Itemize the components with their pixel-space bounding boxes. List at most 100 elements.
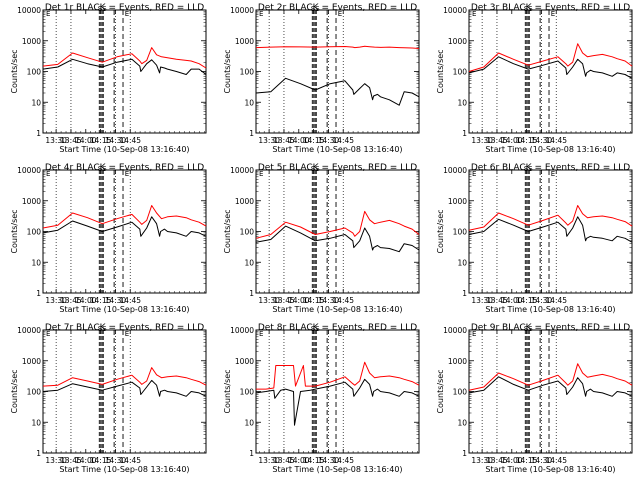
event-marker-e-left: E bbox=[259, 170, 263, 178]
x-tick-label: 14:00 bbox=[75, 136, 97, 145]
x-tick-label: 13:30 bbox=[45, 136, 67, 145]
x-axis-label: Start Time (10-Sep-08 13:16:40) bbox=[272, 145, 402, 154]
attenuator-marker: SS bbox=[524, 325, 533, 333]
y-axis-label: Counts/sec bbox=[436, 369, 445, 413]
y-tick-label: 1 bbox=[249, 449, 254, 458]
chart-title: Det 1r BLACK = Events, RED = LLD bbox=[45, 3, 204, 13]
chart-title: Det 2r BLACK = Events, RED = LLD bbox=[258, 3, 417, 13]
plot-frame bbox=[42, 9, 207, 134]
chart-title: Det 9r BLACK = Events, RED = LLD bbox=[471, 323, 630, 333]
x-tick-label: 13:45 bbox=[273, 456, 295, 465]
x-tick-label: 14:00 bbox=[501, 136, 523, 145]
y-tick-label: 1 bbox=[249, 289, 254, 298]
plot-frame bbox=[42, 169, 207, 294]
x-tick-label: 14:30 bbox=[318, 296, 340, 305]
y-axis-label: Counts/sec bbox=[436, 209, 445, 253]
lld-series-line bbox=[255, 45, 420, 49]
x-tick-label: 13:45 bbox=[486, 296, 508, 305]
x-tick-label: 14:15 bbox=[303, 136, 325, 145]
events-series-line bbox=[42, 379, 207, 397]
x-tick-label: 14:45 bbox=[332, 456, 354, 465]
chart-title: Det 5r BLACK = Events, RED = LLD bbox=[258, 163, 417, 173]
x-axis-label: Start Time (10-Sep-08 13:16:40) bbox=[485, 145, 615, 154]
x-tick-label: 14:15 bbox=[516, 296, 538, 305]
x-tick-label: 14:30 bbox=[531, 136, 553, 145]
x-tick-label: 14:00 bbox=[75, 456, 97, 465]
y-tick-label: 1000 bbox=[22, 37, 41, 46]
lld-series-line bbox=[42, 205, 207, 229]
y-tick-label: 1000 bbox=[22, 197, 41, 206]
x-tick-label: 13:45 bbox=[60, 296, 82, 305]
lld-series-line bbox=[255, 210, 420, 239]
x-tick-label: 14:00 bbox=[288, 136, 310, 145]
y-tick-label: 10000 bbox=[230, 166, 254, 175]
x-tick-label: 14:00 bbox=[288, 456, 310, 465]
lld-series-line bbox=[42, 47, 207, 69]
y-tick-label: 100 bbox=[240, 228, 255, 237]
x-tick-label: 14:30 bbox=[105, 296, 127, 305]
y-tick-label: 1000 bbox=[448, 197, 467, 206]
y-tick-label: 10000 bbox=[17, 326, 41, 335]
x-tick-label: 13:30 bbox=[471, 456, 493, 465]
chart-title: Det 6r BLACK = Events, RED = LLD bbox=[471, 163, 630, 173]
event-marker-e-left: E bbox=[46, 170, 50, 178]
x-tick-label: 14:00 bbox=[288, 296, 310, 305]
events-series-line bbox=[255, 378, 420, 426]
y-tick-label: 10000 bbox=[443, 326, 467, 335]
y-tick-label: 10000 bbox=[443, 6, 467, 15]
x-tick-label: 14:00 bbox=[501, 456, 523, 465]
x-tick-label: 14:45 bbox=[119, 456, 141, 465]
x-axis-label: Start Time (10-Sep-08 13:16:40) bbox=[272, 465, 402, 474]
x-tick-label: 14:15 bbox=[303, 456, 325, 465]
x-tick-label: 13:45 bbox=[60, 136, 82, 145]
plot-frame bbox=[468, 329, 633, 454]
chart-panel-2: Det 2r BLACK = Events, RED = LLD 1 10 100 10… bbox=[223, 3, 420, 154]
y-axis-label: Counts/sec bbox=[223, 209, 232, 253]
y-tick-label: 100 bbox=[453, 228, 468, 237]
x-tick-label: 14:15 bbox=[516, 136, 538, 145]
chart-title: Det 8r BLACK = Events, RED = LLD bbox=[258, 323, 417, 333]
x-tick-label: 14:30 bbox=[105, 456, 127, 465]
y-tick-label: 100 bbox=[240, 388, 255, 397]
event-marker-e-mid: E bbox=[125, 170, 129, 178]
y-tick-label: 1 bbox=[36, 449, 41, 458]
plot-frame bbox=[255, 169, 420, 294]
attenuator-marker: SS bbox=[524, 5, 533, 13]
events-series-line bbox=[468, 216, 633, 243]
attenuator-marker: SS bbox=[98, 325, 107, 333]
y-tick-label: 10 bbox=[457, 258, 467, 267]
plot-frame bbox=[468, 169, 633, 294]
event-marker-e-mid: E bbox=[551, 10, 555, 18]
x-tick-label: 14:45 bbox=[545, 456, 567, 465]
x-tick-label: 13:45 bbox=[486, 136, 508, 145]
x-tick-label: 14:15 bbox=[90, 136, 112, 145]
y-tick-label: 1 bbox=[36, 289, 41, 298]
plot-frame bbox=[42, 329, 207, 454]
x-tick-label: 13:45 bbox=[60, 456, 82, 465]
y-axis-label: Counts/sec bbox=[436, 49, 445, 93]
x-axis-label: Start Time (10-Sep-08 13:16:40) bbox=[485, 305, 615, 314]
y-tick-label: 1 bbox=[462, 449, 467, 458]
x-tick-label: 14:00 bbox=[501, 296, 523, 305]
events-series-line bbox=[468, 56, 633, 79]
x-tick-label: 14:30 bbox=[318, 456, 340, 465]
y-tick-label: 10 bbox=[457, 418, 467, 427]
x-tick-label: 13:30 bbox=[258, 456, 280, 465]
chart-title: Det 3r BLACK = Events, RED = LLD bbox=[471, 3, 630, 13]
event-marker-e-left: E bbox=[46, 330, 50, 338]
y-tick-label: 10000 bbox=[17, 6, 41, 15]
y-tick-label: 1000 bbox=[22, 357, 41, 366]
x-tick-label: 14:45 bbox=[119, 136, 141, 145]
lld-series-line bbox=[256, 361, 420, 390]
x-tick-label: 14:45 bbox=[332, 296, 354, 305]
y-tick-label: 10000 bbox=[17, 166, 41, 175]
y-axis-label: Counts/sec bbox=[10, 369, 19, 413]
y-tick-label: 10 bbox=[244, 258, 254, 267]
x-tick-label: 13:30 bbox=[471, 136, 493, 145]
chart-panel-7: Det 7r BLACK = Events, RED = LLD 1 10 100 10… bbox=[10, 323, 207, 474]
x-axis-label: Start Time (10-Sep-08 13:16:40) bbox=[59, 145, 189, 154]
event-marker-e-mid: E bbox=[125, 330, 129, 338]
attenuator-marker: SS bbox=[311, 325, 320, 333]
plot-frame bbox=[255, 9, 420, 134]
